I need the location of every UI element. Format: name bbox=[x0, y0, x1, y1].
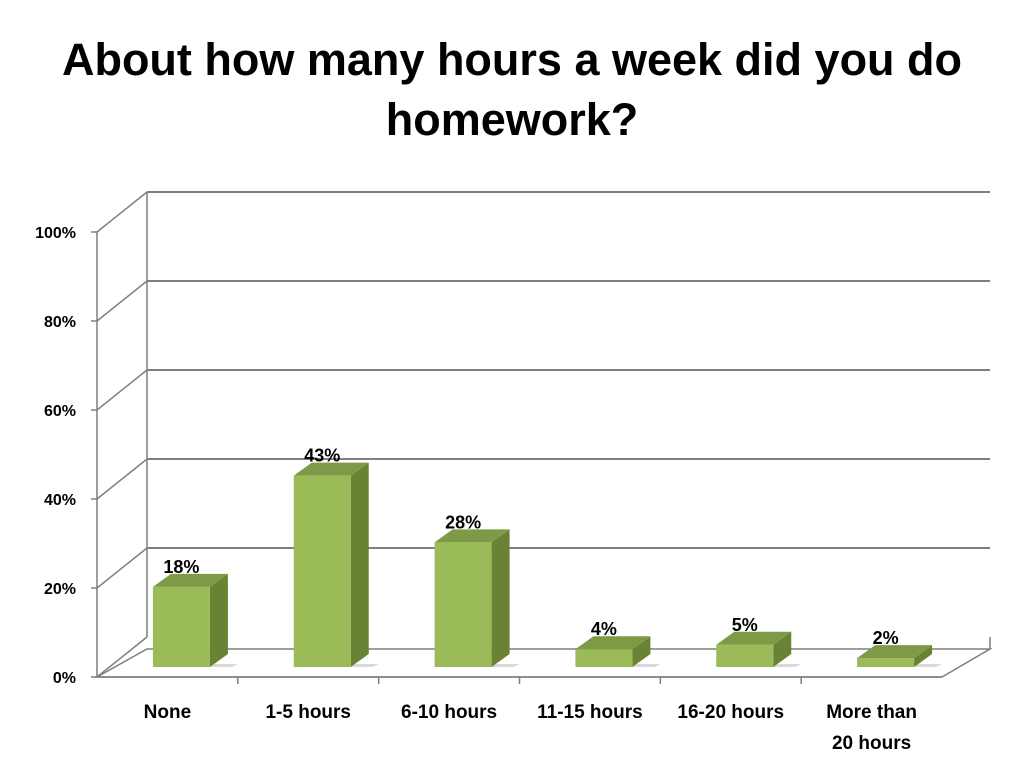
y-tick-label: 60% bbox=[44, 403, 76, 420]
y-tick-label: 0% bbox=[53, 670, 76, 687]
bar-top bbox=[716, 631, 792, 645]
x-tick-label: 6-10 hours bbox=[401, 702, 497, 723]
x-tick-label: 1-5 hours bbox=[265, 702, 351, 723]
bar-top bbox=[857, 645, 933, 659]
bar bbox=[434, 542, 492, 667]
grid-side-line bbox=[96, 369, 148, 411]
bar-side bbox=[491, 529, 510, 667]
x-tick-label: More than 20 hours bbox=[826, 702, 917, 754]
bar bbox=[575, 649, 633, 667]
grid-side-line bbox=[96, 547, 148, 589]
chart-floor bbox=[94, 648, 993, 678]
bar-side bbox=[209, 573, 228, 667]
bar bbox=[293, 475, 351, 667]
data-label: 4% bbox=[591, 619, 617, 639]
bar-side bbox=[350, 462, 369, 667]
grid-side-line bbox=[96, 636, 148, 678]
grid-side-line bbox=[96, 280, 148, 322]
y-tick-label: 80% bbox=[44, 314, 76, 331]
data-label: 28% bbox=[445, 512, 481, 532]
data-label: 43% bbox=[304, 446, 340, 466]
bar-top bbox=[293, 462, 369, 476]
bar bbox=[716, 644, 774, 667]
bar-side bbox=[773, 631, 792, 667]
x-tick-label: 11-15 hours bbox=[537, 702, 643, 723]
grid-side-line bbox=[96, 458, 148, 500]
bar-top bbox=[575, 636, 651, 650]
y-tick-label: 100% bbox=[35, 225, 76, 242]
x-tick-label: None bbox=[144, 702, 192, 723]
y-tick-label: 20% bbox=[44, 581, 76, 598]
bar bbox=[152, 586, 210, 667]
bar-side bbox=[632, 636, 651, 667]
data-label: 18% bbox=[163, 557, 199, 577]
bar-side bbox=[914, 645, 933, 667]
bar bbox=[857, 658, 915, 667]
data-label: 5% bbox=[732, 615, 758, 635]
chart-title: About how many hours a week did you do h… bbox=[61, 34, 963, 145]
bar-top bbox=[152, 573, 228, 587]
x-tick-label: 16-20 hours bbox=[677, 702, 784, 723]
bar-top bbox=[434, 529, 510, 543]
y-tick-label: 40% bbox=[44, 492, 76, 509]
data-label: 2% bbox=[873, 628, 899, 648]
grid-side-line bbox=[96, 191, 148, 233]
